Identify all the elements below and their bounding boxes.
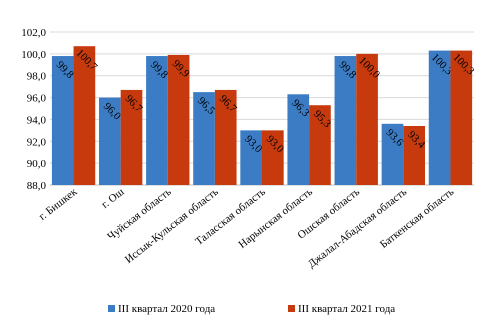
- bar: [356, 53, 378, 185]
- bar: [240, 130, 262, 185]
- bar: [450, 50, 473, 186]
- bar: [381, 123, 404, 185]
- y-tick-label: 100,0: [21, 49, 46, 61]
- bar: [428, 50, 451, 186]
- y-tick-label: 98,0: [27, 71, 47, 83]
- bar: [287, 94, 310, 185]
- legend-swatch: [288, 305, 295, 312]
- bar: [146, 56, 168, 185]
- x-tick-label: г. Ош: [99, 186, 127, 211]
- bar: [73, 46, 96, 186]
- bar: [120, 89, 143, 185]
- bar: [262, 130, 284, 185]
- bar: [167, 54, 190, 186]
- bar: [403, 125, 426, 185]
- y-tick-label: 88,0: [27, 180, 47, 192]
- legend-label: III квартал 2021 года: [298, 303, 395, 315]
- y-tick-label: 102,0: [21, 27, 46, 39]
- bar: [51, 56, 74, 185]
- bar: [98, 97, 121, 185]
- bar: [214, 89, 237, 185]
- legend-label: III квартал 2020 года: [118, 303, 215, 315]
- y-tick-label: 94,0: [27, 114, 47, 126]
- x-tick-label: Иссык-Кульская область: [123, 186, 221, 266]
- y-tick-label: 96,0: [27, 93, 47, 105]
- y-tick-label: 90,0: [27, 158, 47, 170]
- y-tick-label: 92,0: [27, 136, 47, 148]
- bar: [193, 92, 215, 185]
- bar: [334, 56, 357, 185]
- bar: [309, 105, 331, 185]
- legend-swatch: [108, 305, 115, 312]
